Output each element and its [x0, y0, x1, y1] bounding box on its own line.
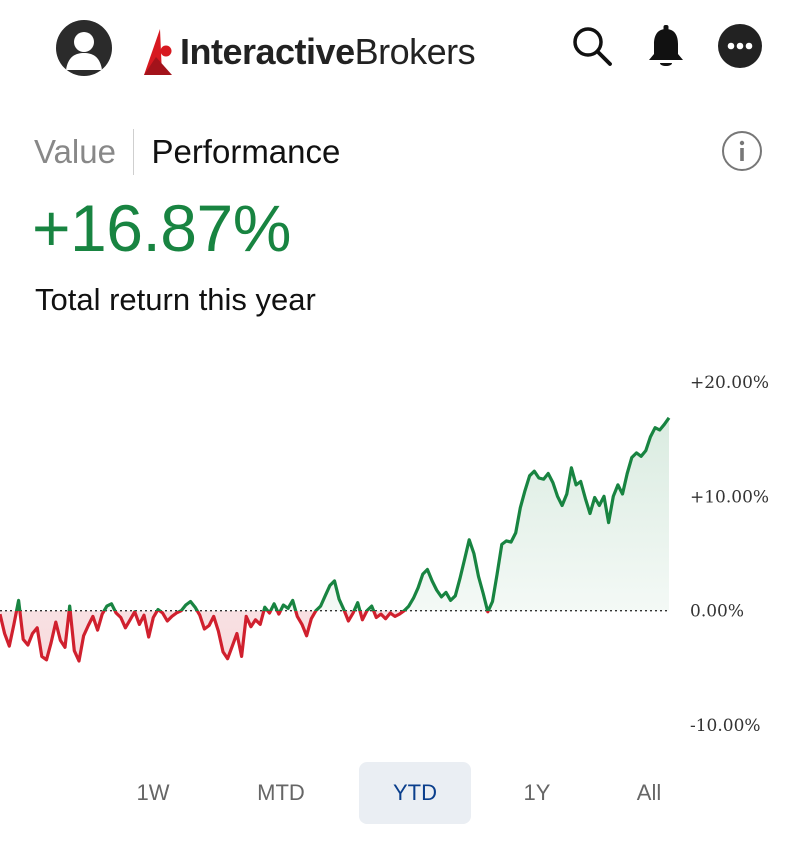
bell-icon: [649, 25, 683, 66]
brand-logo: InteractiveBrokers: [142, 24, 476, 80]
performance-chart[interactable]: +20.00% +10.00% 0.00% -10.00%: [0, 360, 800, 750]
total-return-value: +16.87%: [32, 191, 291, 265]
y-tick-label: +20.00%: [690, 373, 769, 393]
y-tick-label: -10.00%: [690, 716, 761, 736]
brand-name: InteractiveBrokers: [180, 31, 476, 72]
notifications-button[interactable]: [642, 22, 690, 70]
search-icon: [573, 27, 612, 66]
y-tick-label: +10.00%: [690, 487, 769, 507]
tab-divider: [132, 129, 135, 175]
info-button[interactable]: [722, 131, 762, 171]
range-1w-button[interactable]: 1W: [136, 780, 170, 805]
range-1y-button[interactable]: 1Y: [523, 780, 551, 805]
search-button[interactable]: [568, 22, 616, 70]
range-mtd-button[interactable]: MTD: [257, 780, 305, 805]
tab-value[interactable]: Value: [34, 133, 116, 170]
range-ytd-button[interactable]: YTD: [359, 762, 471, 824]
series-line-positive: [14, 416, 671, 611]
app-header: InteractiveBrokers: [0, 0, 800, 100]
chart-line-layer: [0, 416, 671, 663]
logo-mark-icon: [144, 29, 172, 75]
view-tabs: Value Performance: [34, 128, 340, 176]
profile-button[interactable]: [56, 20, 112, 76]
range-selector: 1W MTD YTD 1Y All: [95, 762, 715, 824]
range-all-button[interactable]: All: [636, 780, 662, 805]
more-button[interactable]: [716, 22, 764, 70]
y-tick-label: 0.00%: [690, 602, 744, 622]
positive-area: [0, 417, 669, 611]
total-return-caption: Total return this year: [35, 282, 316, 317]
profile-icon: [66, 32, 102, 70]
info-icon: [739, 140, 745, 161]
tab-performance[interactable]: Performance: [151, 133, 341, 170]
more-icon: [718, 24, 762, 68]
